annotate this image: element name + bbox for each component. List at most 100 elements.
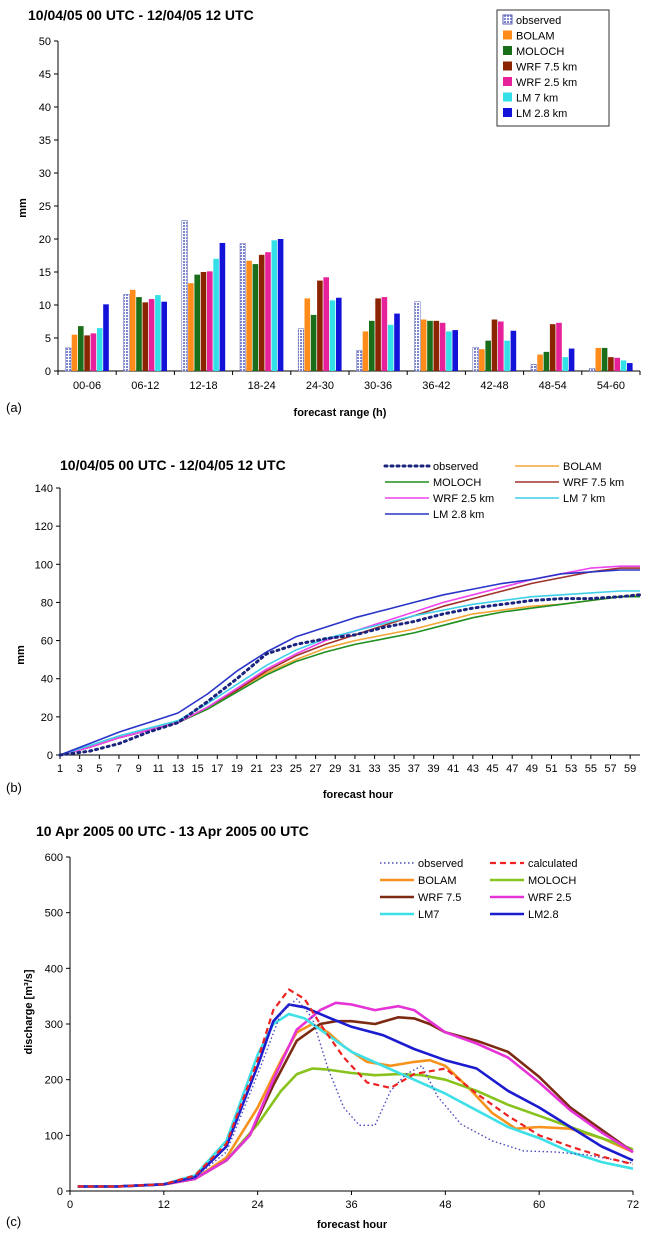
chart-a-bar-wrf-2-5-km xyxy=(148,299,155,371)
chart-a-bar-wrf-7-5-km xyxy=(84,335,90,371)
chart-a-bar-bolam xyxy=(129,289,136,371)
chart-a-bar-wrf-2-5-km xyxy=(556,322,562,371)
chart-b-title: 10/04/05 00 UTC - 12/04/05 12 UTC xyxy=(60,457,286,473)
chart-a-ytick-label: 20 xyxy=(39,234,51,246)
chart-b-xtick-label: 35 xyxy=(388,763,400,775)
chart-a-legend-swatch-wrf-2-5-km xyxy=(503,77,512,86)
chart-a-bar-observed xyxy=(297,328,305,372)
chart-a-xtick-label: 30-36 xyxy=(364,380,392,392)
chart-b-xtick-label: 43 xyxy=(467,763,479,775)
chart-a-panel-label: (a) xyxy=(6,400,22,415)
chart-a-ytick-label: 15 xyxy=(39,267,51,279)
chart-a-bar-lm-2-8-km xyxy=(394,313,400,371)
chart-c-legend-label-moloch: MOLOCH xyxy=(528,875,576,887)
chart-a-bar-observed xyxy=(123,294,130,372)
chart-c-ylabel: discharge [m³/s] xyxy=(23,969,35,1054)
chart-c-line-lm2-8 xyxy=(77,1003,634,1188)
chart-a-bar-moloch xyxy=(485,340,491,371)
chart-a-ytick-label: 10 xyxy=(39,300,51,312)
chart-a-legend-label-bolam: BOLAM xyxy=(516,31,555,43)
chart-b-line-wrf-2-5-km xyxy=(59,565,640,756)
chart-a-bar-observed xyxy=(181,220,188,372)
chart-c-xtick-label: 0 xyxy=(67,1199,73,1211)
chart-a-bar-lm-7-km xyxy=(446,331,452,371)
chart-b-xtick-label: 39 xyxy=(427,763,439,775)
chart-a-bar-moloch xyxy=(252,264,259,371)
chart-b-ytick-label: 100 xyxy=(35,559,53,571)
chart-a-bar-moloch xyxy=(310,314,317,371)
chart-a-bar-wrf-2-5-km xyxy=(381,297,388,371)
chart-a-bar-lm-2-8-km xyxy=(161,301,167,371)
chart-b-xtick-label: 59 xyxy=(624,763,636,775)
chart-a-bar-moloch xyxy=(369,320,375,371)
chart-c-title: 10 Apr 2005 00 UTC - 13 Apr 2005 00 UTC xyxy=(36,823,309,839)
chart-b-line-observed xyxy=(58,593,642,757)
chart-b-xtick-label: 3 xyxy=(77,763,83,775)
chart-c-panel-label: (c) xyxy=(6,1214,21,1229)
chart-a-legend-box xyxy=(496,9,610,127)
chart-c-ytick-label: 600 xyxy=(45,852,63,864)
chart-a-xtick-label: 18-24 xyxy=(248,380,276,392)
chart-b-xtick-label: 17 xyxy=(211,763,223,775)
chart-a-ytick-label: 50 xyxy=(39,36,51,48)
chart-a-xtick-label: 12-18 xyxy=(189,380,217,392)
chart-b-xtick-label: 27 xyxy=(309,763,321,775)
chart-b-xtick-label: 53 xyxy=(565,763,577,775)
chart-b-xtick-label: 7 xyxy=(116,763,122,775)
chart-a-bar-observed xyxy=(356,350,363,372)
chart-a-bar-wrf-7-5-km xyxy=(491,319,498,371)
chart-b-legend-label-bolam: BOLAM xyxy=(563,461,602,473)
chart-a-bar-lm-7-km xyxy=(213,258,219,371)
chart-b-xtick-label: 9 xyxy=(136,763,142,775)
chart-c: 10 Apr 2005 00 UTC - 13 Apr 2005 00 UTC … xyxy=(6,823,639,1231)
chart-a-bar-wrf-7-5-km xyxy=(317,280,323,371)
chart-a-legend-label-lm-7-km: LM 7 km xyxy=(516,93,558,105)
chart-b-legend-label-wrf-7-5-km: WRF 7.5 km xyxy=(563,477,624,489)
chart-a-ylabel: mm xyxy=(17,198,29,218)
chart-a-title: 10/04/05 00 UTC - 12/04/05 12 UTC xyxy=(28,7,254,23)
chart-a-legend-label-observed: observed xyxy=(516,15,561,27)
chart-a-bar-lm-2-8-km xyxy=(510,330,517,371)
chart-b-legend-label-moloch: MOLOCH xyxy=(433,477,481,489)
chart-b-xtick-label: 13 xyxy=(172,763,184,775)
chart-c-xtick-label: 48 xyxy=(439,1199,451,1211)
chart-c-line-calculated xyxy=(77,988,634,1188)
chart-a-bar-lm-2-8-km xyxy=(627,363,633,371)
chart-b-legend: observed BOLAM MOLOCH WRF 7.5 km WRF 2.5 km L… xyxy=(383,461,624,521)
chart-a-bar-observed xyxy=(588,368,596,372)
chart-c-ytick-label: 200 xyxy=(45,1075,63,1087)
chart-a-bar-wrf-7-5-km xyxy=(375,298,381,371)
chart-a-bar-observed xyxy=(65,347,72,372)
chart-a-bar-wrf-7-5-km xyxy=(433,320,440,371)
chart-c-ytick-label: 0 xyxy=(57,1186,63,1198)
chart-a-bar-bolam xyxy=(420,319,427,371)
chart-a-xtick-label: 54-60 xyxy=(597,380,625,392)
chart-b-line-lm-7-km xyxy=(59,590,640,756)
chart-a-bar-bolam xyxy=(246,260,252,371)
chart-a-bar-lm-7-km xyxy=(620,360,627,371)
chart-a-bar-lm-7-km xyxy=(271,240,278,371)
chart-c-legend-label-lm2-8: LM2.8 xyxy=(528,909,559,921)
chart-a-bar-lm-7-km xyxy=(96,328,103,371)
chart-a-bar-lm-7-km xyxy=(329,300,336,371)
chart-b-xtick-label: 1 xyxy=(57,763,63,775)
chart-a-legend-swatch-lm-7-km xyxy=(503,92,512,102)
chart-a-bar-moloch xyxy=(194,274,200,371)
chart-a-legend: observed BOLAM MOLOCH WRF 7.5 km WRF 2.5 km L… xyxy=(496,9,610,127)
chart-a-bar-lm-7-km xyxy=(562,357,569,371)
chart-c-ytick-label: 300 xyxy=(45,1019,63,1031)
chart-a-bar-lm-7-km xyxy=(155,295,161,371)
chart-c-legend-label-wrf-7-5: WRF 7.5 xyxy=(418,892,461,904)
chart-a-ytick-label: 40 xyxy=(39,102,51,114)
chart-a-bar-moloch xyxy=(427,320,433,371)
chart-c-legend-label-bolam: BOLAM xyxy=(418,875,457,887)
chart-b-legend-label-wrf-2-5-km: WRF 2.5 km xyxy=(433,493,494,505)
chart-b-legend-label-lm-2-8-km: LM 2.8 km xyxy=(433,509,484,521)
chart-a-bar-wrf-2-5-km xyxy=(265,252,271,371)
chart-b-xtick-label: 51 xyxy=(545,763,557,775)
chart-c-line-lm7 xyxy=(77,1012,634,1188)
chart-a-bar-bolam xyxy=(595,347,602,371)
chart-c-ytick-label: 100 xyxy=(45,1130,63,1142)
